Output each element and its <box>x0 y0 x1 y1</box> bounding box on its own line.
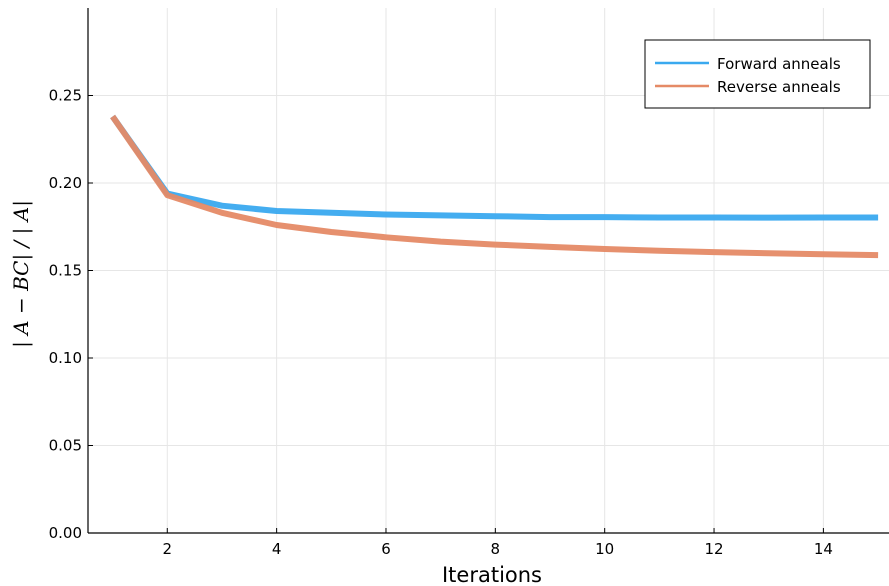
series-line-reverse <box>110 114 879 259</box>
x-tick-label: 2 <box>163 540 173 558</box>
legend-label-reverse: Reverse anneals <box>717 78 841 96</box>
legend: Forward anneals Reverse anneals <box>644 39 871 109</box>
y-tick-label: 0.25 <box>49 87 82 105</box>
x-tick-label: 12 <box>704 540 723 558</box>
x-tick-label: 8 <box>491 540 501 558</box>
x-tick-label: 6 <box>381 540 391 558</box>
x-tick-label: 10 <box>595 540 614 558</box>
y-tick-label: 0.05 <box>49 437 82 455</box>
legend-box <box>644 39 871 109</box>
x-tick-label: 14 <box>814 540 833 558</box>
y-tick-label: 0.10 <box>49 349 82 367</box>
y-tick-label: 0.00 <box>49 524 82 542</box>
x-axis-label: Iterations <box>442 563 542 586</box>
x-tick-label: 4 <box>272 540 282 558</box>
y-ticks: 0.00 0.05 0.10 0.15 0.20 0.25 <box>49 87 93 542</box>
series-line-forward <box>110 114 879 221</box>
legend-label-forward: Forward anneals <box>717 55 841 73</box>
y-tick-label: 0.15 <box>49 262 82 280</box>
series-lines <box>110 114 879 259</box>
y-axis-label: | A − BC| / | A| <box>9 200 34 348</box>
y-tick-label: 0.20 <box>49 174 82 192</box>
x-ticks: 2 4 6 8 10 12 14 <box>163 528 833 558</box>
